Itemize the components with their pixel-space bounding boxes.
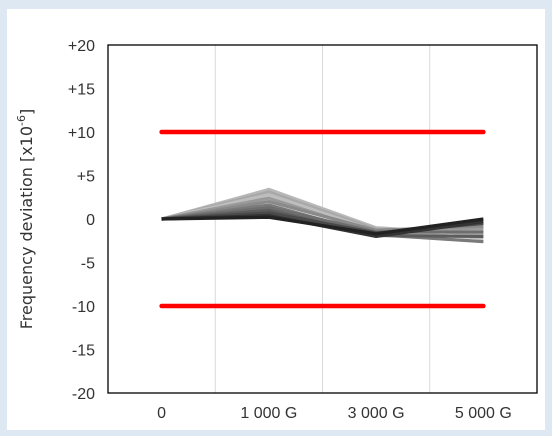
x-tick-label: 1 000 G bbox=[240, 405, 297, 422]
y-tick-label: 0 bbox=[86, 212, 95, 229]
y-tick-label: +5 bbox=[77, 169, 95, 186]
y-tick-label: -10 bbox=[72, 299, 95, 316]
y-axis-title-main: Frequency deviation [x10 bbox=[17, 126, 36, 329]
frequency-deviation-chart: +20 +15 +10 +5 0 -5 -10 -15 -20 0 1 000 G 3 000 G 5… bbox=[15, 38, 538, 422]
y-tick-labels: +20 +15 +10 +5 0 -5 -10 -15 -20 bbox=[68, 38, 95, 403]
x-tick-label: 3 000 G bbox=[348, 405, 405, 422]
limit-lines bbox=[159, 129, 486, 309]
chart-frame: +20 +15 +10 +5 0 -5 -10 -15 -20 0 1 000 G 3 000 G 5… bbox=[7, 9, 545, 430]
x-tick-labels: 0 1 000 G 3 000 G 5 000 G bbox=[157, 405, 512, 422]
y-tick-label: -15 bbox=[72, 343, 95, 360]
y-tick-label: +15 bbox=[68, 82, 95, 99]
y-tick-label: -20 bbox=[72, 386, 95, 403]
y-axis-title-exponent: -6 bbox=[15, 115, 28, 126]
x-tick-label: 0 bbox=[157, 405, 166, 422]
y-tick-label: +20 bbox=[68, 38, 95, 55]
y-tick-label: -5 bbox=[81, 256, 95, 273]
y-axis-title-end: ] bbox=[17, 109, 36, 115]
y-axis-title: Frequency deviation [x10-6] bbox=[15, 109, 36, 329]
y-tick-label: +10 bbox=[68, 125, 95, 142]
x-tick-label: 5 000 G bbox=[455, 405, 512, 422]
data-series bbox=[161, 187, 484, 244]
plot-border bbox=[107, 44, 538, 394]
series-line bbox=[161, 215, 484, 236]
